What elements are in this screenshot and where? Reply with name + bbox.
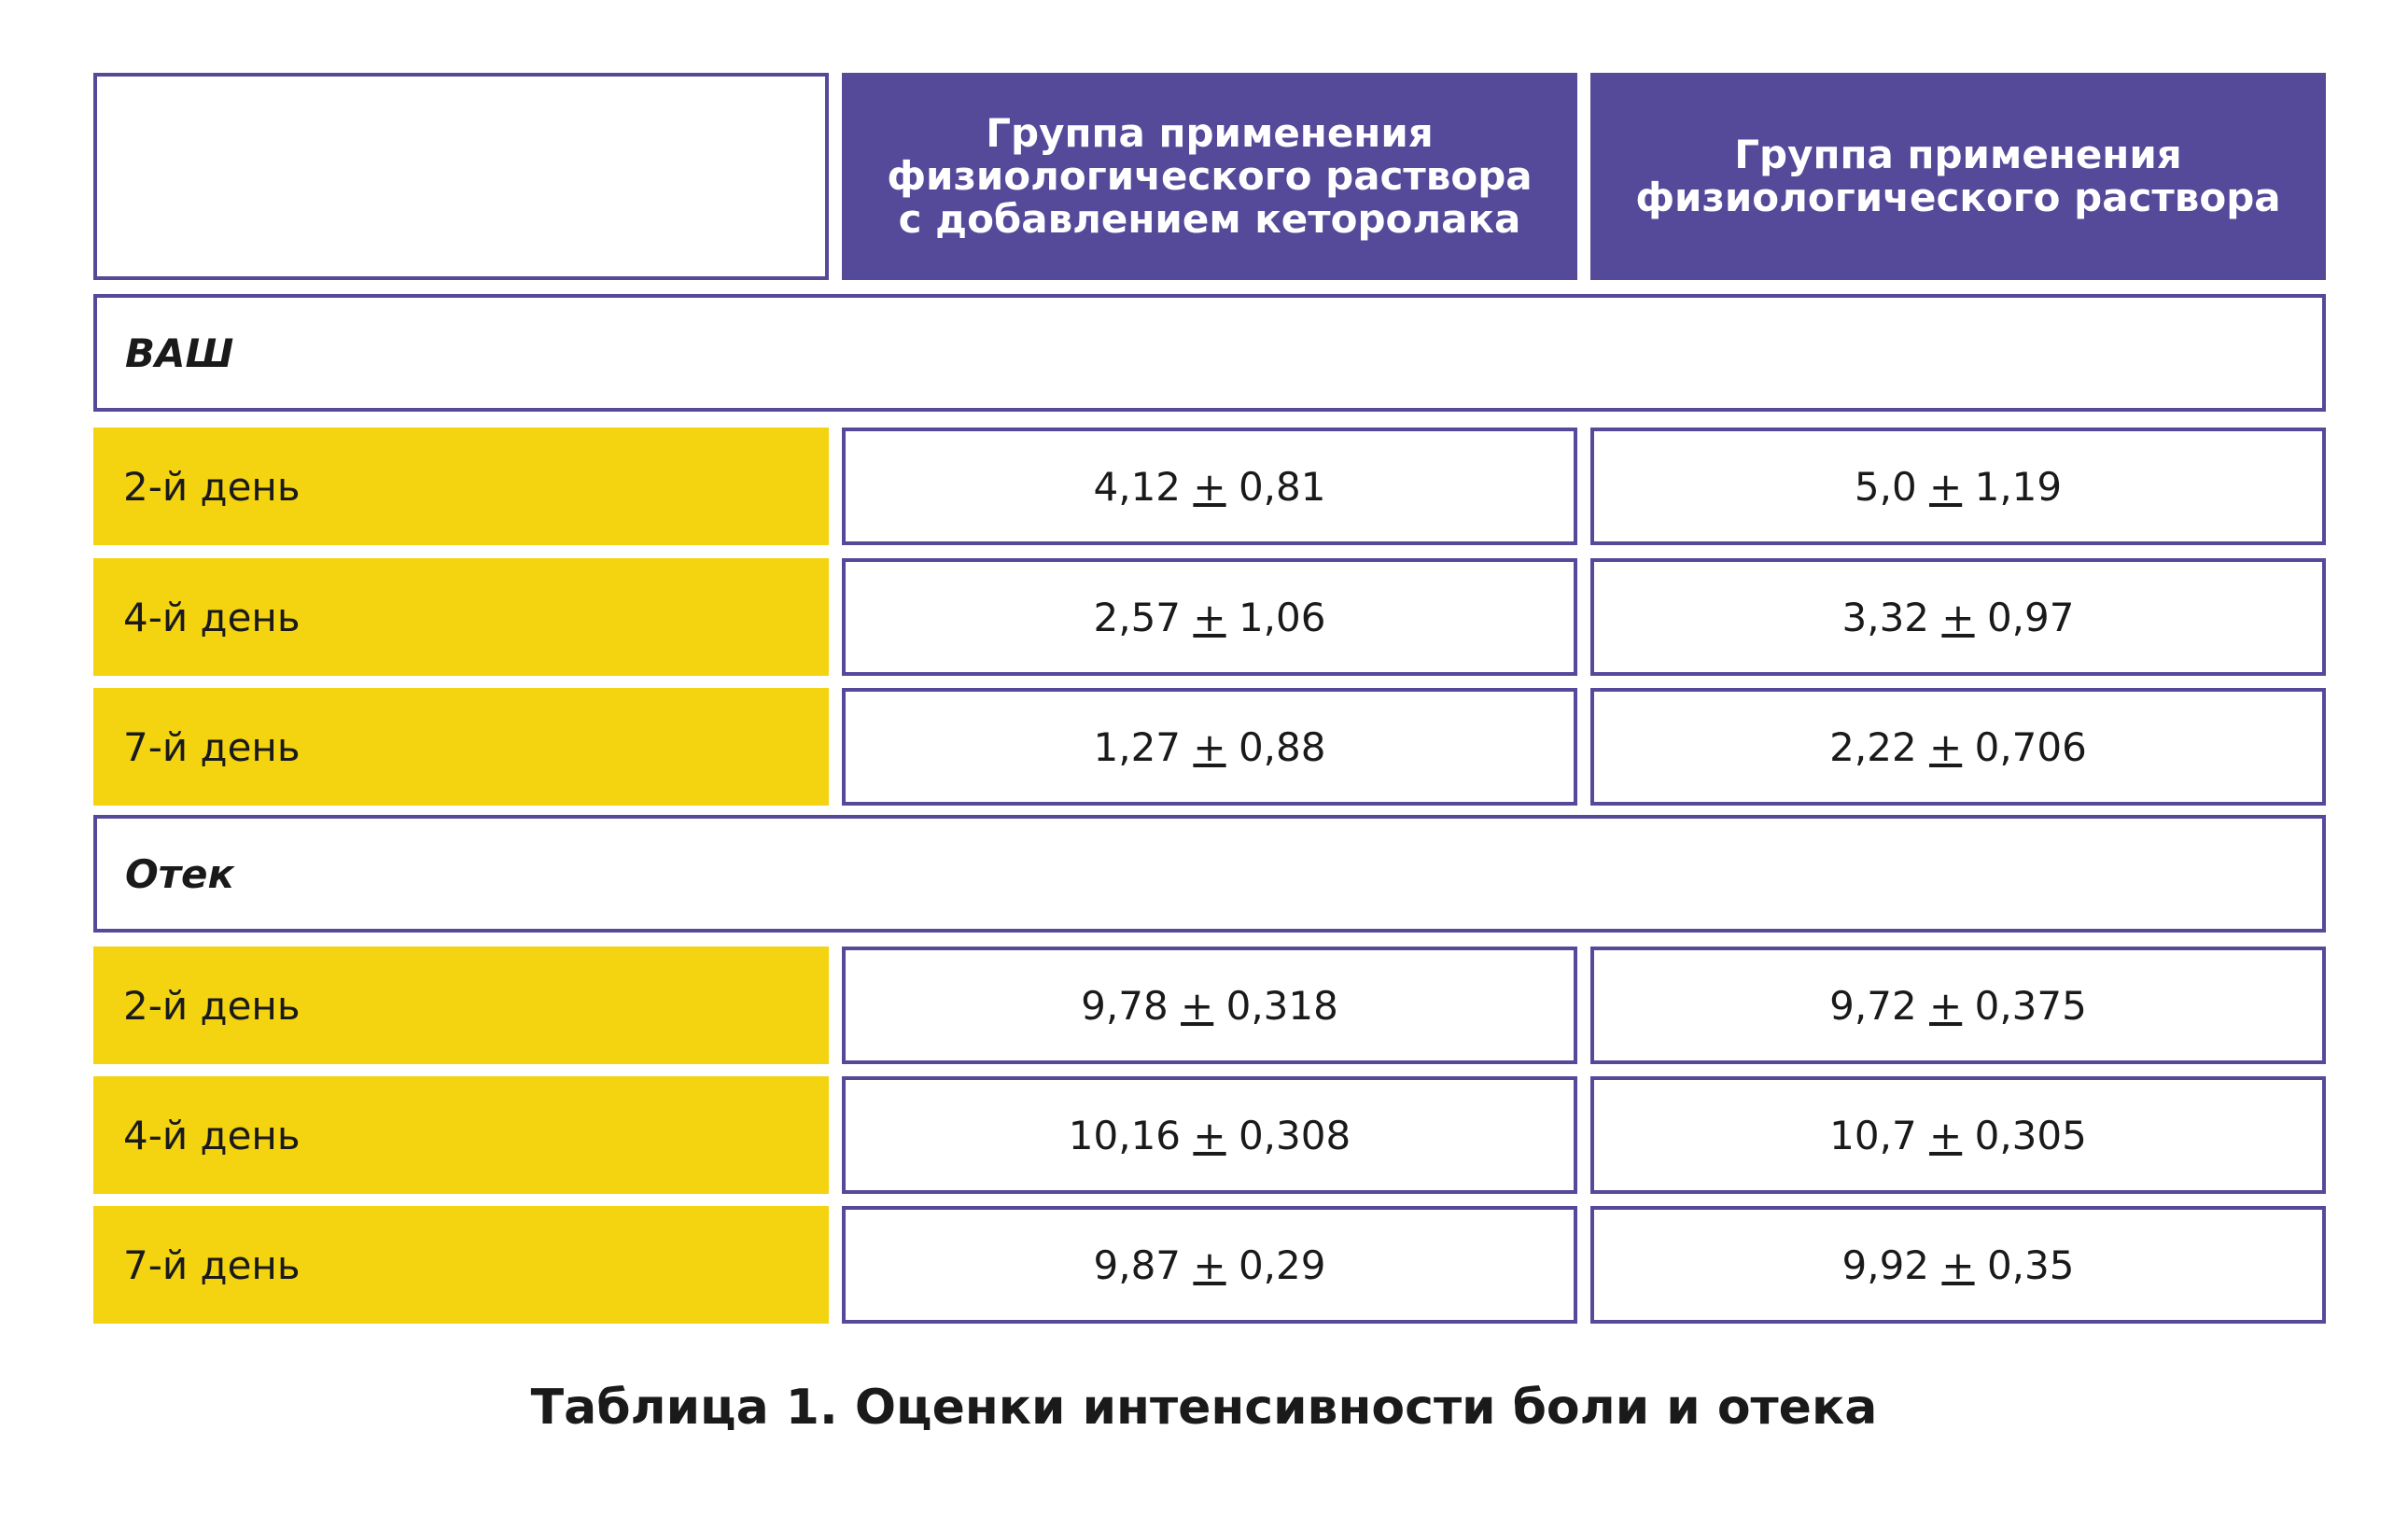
value-text: 5,0 + 1,19	[1854, 463, 2063, 510]
value-text: 10,7 + 0,305	[1829, 1112, 2087, 1158]
value-cell: 9,92 + 0,35	[1590, 1206, 2326, 1324]
section-title: ВАШ	[125, 330, 234, 376]
row-label: 4-й день	[93, 1076, 829, 1194]
row-label: 7-й день	[93, 1206, 829, 1324]
row-label-text: 2-й день	[123, 463, 301, 510]
header-column-2: Группа применения физиологического раств…	[1590, 73, 2326, 280]
header-column-2-label: Группа применения физиологического раств…	[1635, 132, 2281, 220]
value-text: 9,72 + 0,375	[1829, 982, 2087, 1029]
section-header-vas: ВАШ	[93, 294, 2326, 412]
row-label-text: 4-й день	[123, 594, 301, 640]
row-label-text: 2-й день	[123, 982, 301, 1029]
row-label: 2-й день	[93, 428, 829, 545]
value-text: 9,87 + 0,29	[1093, 1241, 1326, 1288]
value-text: 4,12 + 0,81	[1093, 463, 1326, 510]
value-cell: 9,87 + 0,29	[842, 1206, 1577, 1324]
value-text: 9,78 + 0,318	[1081, 982, 1338, 1029]
value-cell: 3,32 + 0,97	[1590, 558, 2326, 676]
row-label-text: 7-й день	[123, 723, 301, 770]
value-cell: 10,16 + 0,308	[842, 1076, 1577, 1194]
value-cell: 2,22 + 0,706	[1590, 688, 2326, 806]
section-title: Отек	[125, 850, 235, 897]
row-label: 7-й день	[93, 688, 829, 806]
row-label: 4-й день	[93, 558, 829, 676]
value-text: 2,22 + 0,706	[1829, 723, 2087, 770]
value-cell: 9,72 + 0,375	[1590, 947, 2326, 1064]
row-label-text: 7-й день	[123, 1241, 301, 1288]
header-column-1-label: Группа применения физиологического раств…	[887, 110, 1533, 242]
value-cell: 4,12 + 0,81	[842, 428, 1577, 545]
value-text: 10,16 + 0,308	[1068, 1112, 1351, 1158]
value-cell: 1,27 + 0,88	[842, 688, 1577, 806]
value-cell: 10,7 + 0,305	[1590, 1076, 2326, 1194]
section-header-edema: Отек	[93, 815, 2326, 933]
value-text: 3,32 + 0,97	[1841, 594, 2075, 640]
value-cell: 2,57 + 1,06	[842, 558, 1577, 676]
header-corner-cell	[93, 73, 829, 280]
value-cell: 9,78 + 0,318	[842, 947, 1577, 1064]
row-label: 2-й день	[93, 947, 829, 1064]
value-cell: 5,0 + 1,19	[1590, 428, 2326, 545]
header-column-1: Группа применения физиологического раств…	[842, 73, 1577, 280]
row-label-text: 4-й день	[123, 1112, 301, 1158]
value-text: 9,92 + 0,35	[1841, 1241, 2075, 1288]
table-caption: Таблица 1. Оценки интенсивности боли и о…	[530, 1380, 1878, 1436]
value-text: 1,27 + 0,88	[1093, 723, 1326, 770]
value-text: 2,57 + 1,06	[1093, 594, 1326, 640]
